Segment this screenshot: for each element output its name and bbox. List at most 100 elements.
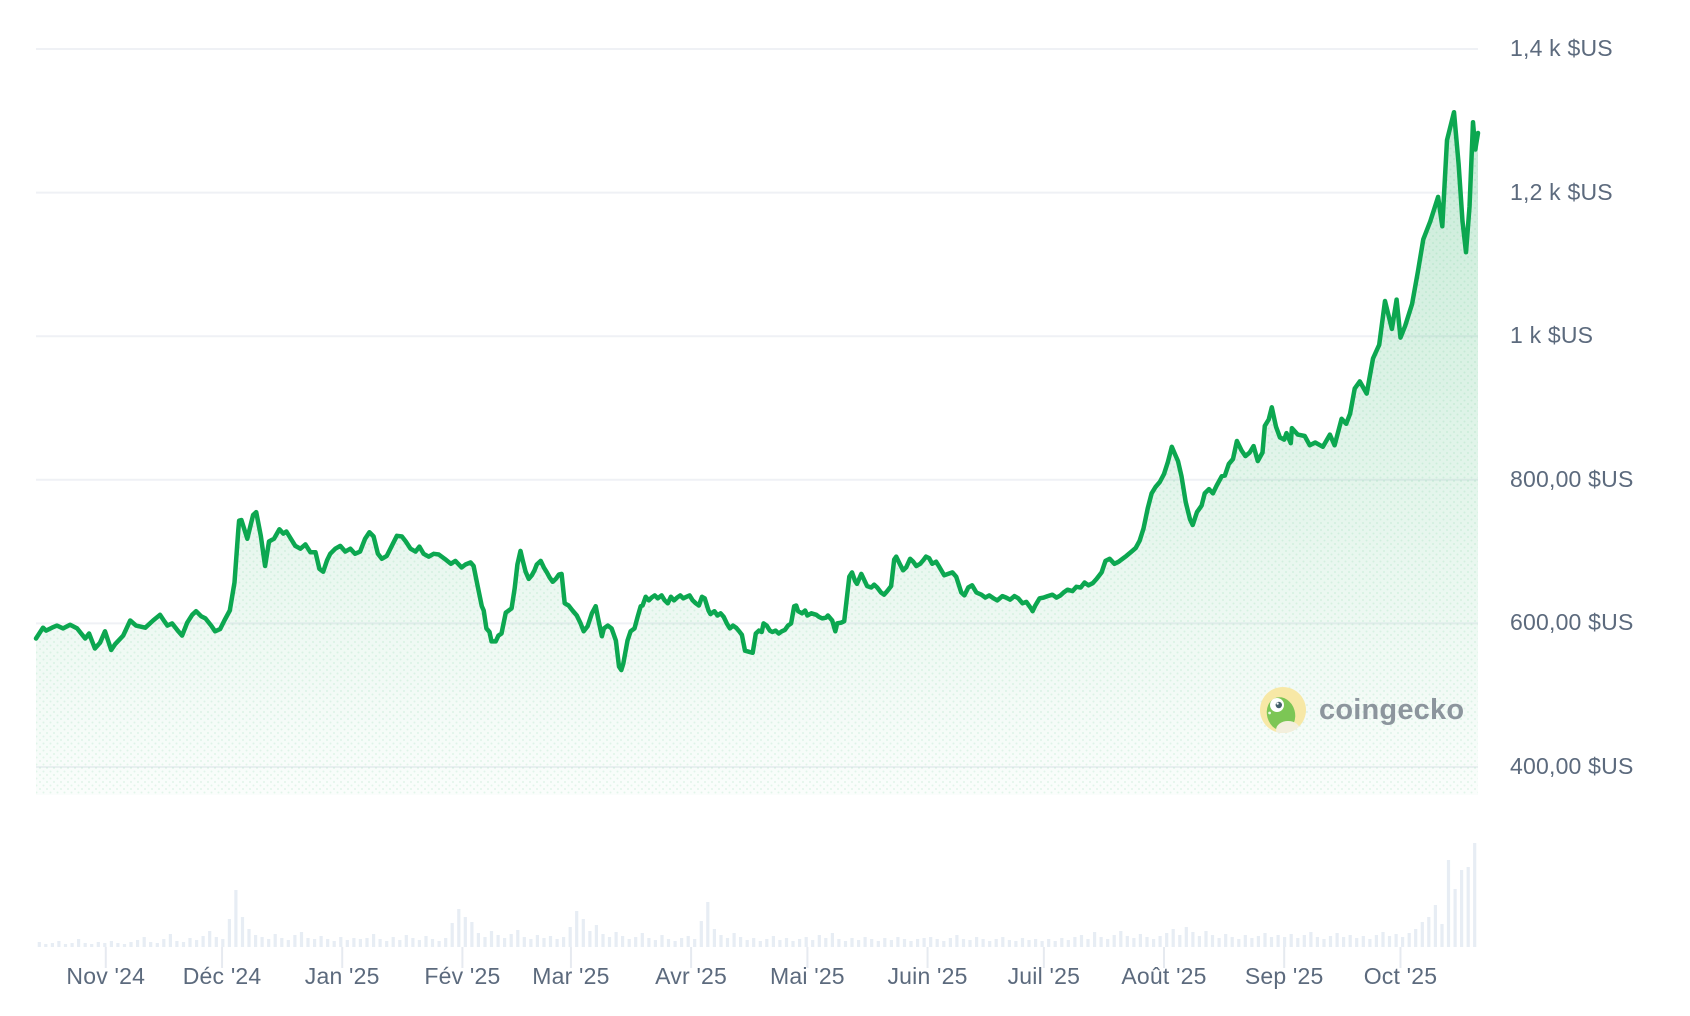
volume-bar (916, 939, 920, 947)
volume-bar (37, 942, 41, 947)
volume-bar (116, 943, 120, 947)
volume-bar (358, 939, 362, 947)
volume-bar (673, 941, 677, 947)
volume-bar (44, 944, 48, 947)
volume-bar (653, 940, 657, 947)
volume-bar (122, 944, 127, 947)
volume-bar (712, 929, 716, 947)
x-axis-label: Sep '25 (1244, 963, 1324, 989)
volume-bar (430, 939, 435, 947)
volume-bar (273, 934, 277, 947)
volume-bar (1414, 929, 1418, 947)
volume-bar (365, 938, 369, 947)
x-axis-label: Mar '25 (532, 963, 610, 989)
volume-bar (254, 935, 258, 947)
volume-bar (621, 936, 625, 947)
volume-bar (1079, 935, 1084, 947)
volume-bar (1433, 905, 1437, 947)
volume-bar (883, 938, 887, 947)
volume-bar (1407, 933, 1411, 947)
volume-bar (142, 937, 146, 947)
volume-bar (221, 939, 225, 947)
volume-bar (1060, 938, 1064, 947)
volume-bar (1007, 940, 1011, 947)
volume-bar (1394, 934, 1398, 947)
volume-bar (1158, 936, 1162, 947)
volume-bar (686, 936, 690, 947)
x-axis-label: Juin '25 (887, 963, 968, 989)
volume-bar (784, 938, 789, 947)
volume-bar (535, 935, 539, 947)
volume-bar (129, 942, 133, 947)
y-axis-label: 1 k $US (1510, 322, 1594, 349)
volume-bar (437, 941, 441, 947)
volume-bar (398, 940, 402, 947)
volume-bar (1387, 936, 1392, 947)
volume-bar (240, 917, 245, 947)
volume-bar (824, 938, 828, 947)
volume-bar (267, 939, 271, 947)
volume-bar (1361, 936, 1365, 947)
volume-bar (666, 939, 671, 947)
x-axis-label: Août '25 (1121, 963, 1207, 989)
x-axis-label: Déc '24 (182, 963, 262, 989)
coingecko-watermark[interactable]: coingecko (1260, 686, 1464, 734)
volume-bar (1099, 937, 1103, 947)
volume-bar (1446, 860, 1451, 947)
volume-bar (896, 937, 900, 947)
volume-bar (175, 941, 179, 947)
y-axis-label: 400,00 $US (1510, 753, 1634, 779)
volume-bar (470, 922, 474, 947)
volume-bar (627, 939, 631, 947)
volume-bar (516, 930, 520, 947)
volume-bar (1283, 937, 1287, 947)
month-tick-marks (104, 947, 1402, 968)
volume-bar (1276, 935, 1280, 947)
volume-bar (929, 937, 933, 947)
volume-bar (411, 938, 415, 947)
volume-bar (1132, 938, 1136, 947)
volume-bar (830, 933, 834, 947)
volume-bar (450, 923, 454, 947)
volume-bar (417, 940, 421, 947)
x-axis-label: Jan '25 (304, 963, 380, 989)
volume-bar (961, 939, 966, 947)
volume-bar (1348, 935, 1352, 947)
volume-bar (1086, 939, 1090, 947)
volume-bar (1342, 937, 1346, 947)
volume-bar (378, 939, 382, 947)
volume-bar (1034, 939, 1038, 947)
x-axis-label: Mai '25 (769, 963, 845, 989)
volume-bar (1355, 938, 1359, 947)
volume-bar (607, 937, 612, 947)
volume-bar (313, 939, 317, 947)
volume-bar (483, 937, 487, 947)
volume-bar (372, 934, 376, 947)
volume-bar (339, 937, 343, 947)
volume-bar (352, 938, 356, 947)
volume-bar (863, 937, 867, 947)
volume-bar (149, 942, 153, 947)
coingecko-watermark-label: coingecko (1319, 693, 1465, 726)
volume-bar (889, 940, 893, 947)
volume-bar (548, 936, 553, 947)
volume-bar (1014, 941, 1018, 947)
volume-bar (162, 939, 166, 947)
volume-bar (50, 943, 54, 947)
volume-bar (1328, 936, 1333, 947)
volume-bar (476, 933, 480, 947)
volume-bars (37, 843, 1477, 947)
volume-bar (280, 938, 284, 947)
volume-bar (981, 939, 985, 947)
volume-bar (1106, 939, 1110, 947)
volume-bar (555, 939, 559, 947)
volume-bar (778, 940, 782, 947)
volume-bar (1335, 933, 1339, 947)
volume-bar (155, 943, 159, 947)
volume-bar (1224, 934, 1228, 947)
x-axis-label: Nov '24 (66, 963, 146, 989)
x-axis-label: Oct '25 (1363, 963, 1438, 989)
volume-bar (496, 935, 500, 947)
